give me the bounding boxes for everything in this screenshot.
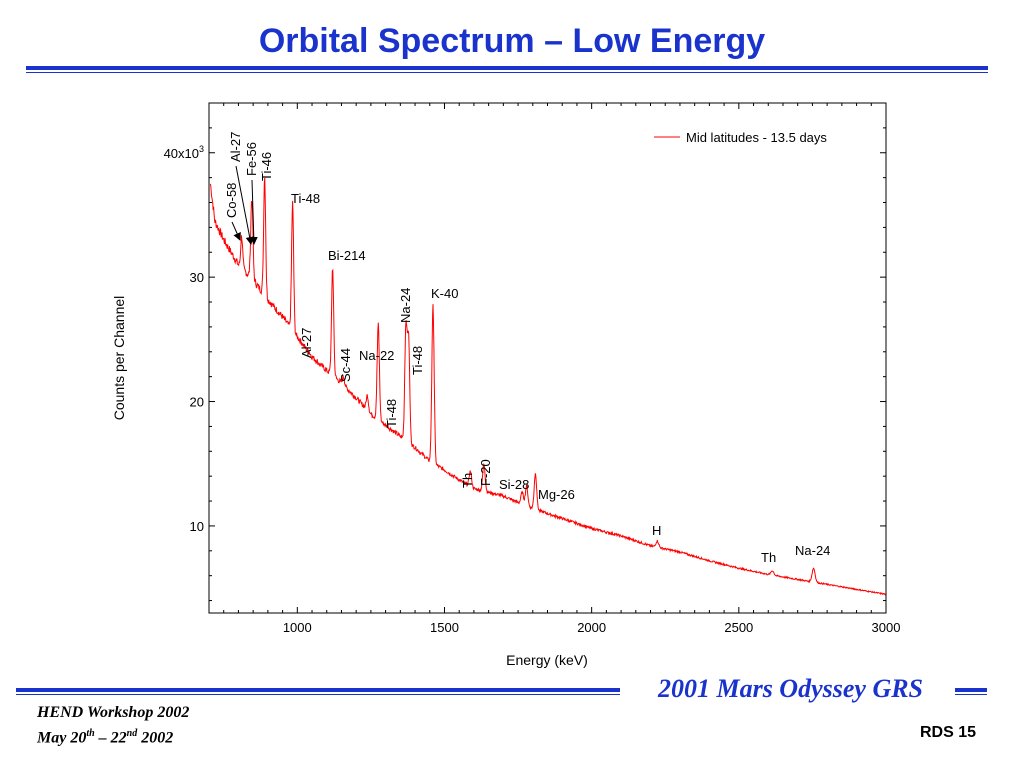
peak-label: Bi-214	[328, 248, 366, 263]
peak-arrow	[235, 165, 254, 245]
title-rule-thin	[26, 72, 988, 73]
peak-label: Ti-48	[384, 399, 399, 428]
peak-arrow	[231, 221, 241, 241]
peak-label: H	[652, 523, 661, 538]
page-label: RDS 15	[919, 724, 976, 741]
peak-label: Na-24	[795, 543, 830, 558]
y-tick-exponent: 3	[199, 144, 204, 154]
footer-workshop-info: HEND Workshop 2002 May 20th – 22nd 2002	[37, 702, 189, 748]
peak-label: K-40	[431, 286, 458, 301]
peak-label: Ti-48	[410, 346, 425, 375]
peak-label: Ti-48	[291, 191, 320, 206]
peak-arrow	[249, 179, 258, 245]
legend-label: Mid latitudes - 13.5 days	[686, 130, 827, 145]
title-rule-thick	[26, 66, 988, 70]
x-tick-label: 2500	[724, 620, 753, 635]
peak-label: Sc-44	[338, 348, 353, 382]
y-tick-label: 10	[190, 519, 204, 534]
peak-label: Na-24	[398, 288, 413, 323]
peak-label: Mg-26	[538, 487, 575, 502]
peak-label: Al-27	[228, 132, 243, 162]
slide-title: Orbital Spectrum – Low Energy	[258, 22, 766, 60]
y-axis-label: Counts per Channel	[111, 296, 127, 421]
peak-label: Co-58	[224, 183, 239, 218]
footer-rule-left-thick	[16, 688, 620, 692]
peak-label: Fe-56	[244, 142, 259, 176]
peak-label: Si-28	[499, 477, 529, 492]
footer-date-sup1: th	[86, 728, 95, 739]
peak-label: Na-22	[359, 348, 394, 363]
peak-label: Al-27	[299, 328, 314, 358]
x-tick-label: 1500	[430, 620, 459, 635]
peak-label: Th	[761, 550, 776, 565]
spectrum-series-line	[210, 177, 887, 596]
footer-title: 2001 Mars Odyssey GRS	[657, 674, 924, 703]
footer-rule-right-thin	[955, 694, 987, 695]
footer-date-suffix: 2002	[137, 729, 174, 747]
footer-rule-right-thick	[955, 688, 987, 692]
peak-label: Th	[460, 473, 475, 488]
x-tick-label: 3000	[872, 620, 901, 635]
y-tick-label: 40x103	[164, 144, 204, 161]
axis-ticks	[209, 103, 887, 613]
peak-label: F-20	[478, 459, 493, 486]
footer-date-prefix: May 20	[37, 729, 87, 747]
footer-date-mid: – 22	[94, 729, 127, 747]
footer-workshop-date: May 20th – 22nd 2002	[37, 723, 189, 748]
axis-tick-labels: 1000 1500 2000 2500 3000 10 20 30 40x103	[164, 144, 901, 635]
x-tick-label: 1000	[283, 620, 312, 635]
footer-rule-left-thin	[16, 694, 620, 695]
x-tick-label: 2000	[577, 620, 606, 635]
y-tick-label: 20	[190, 395, 204, 410]
spectrum-chart: 1000 1500 2000 2500 3000 10 20 30 40x103 Co-58 Al…	[111, 102, 901, 668]
footer-workshop-name: HEND Workshop 2002	[37, 704, 190, 721]
peak-label: Ti-46	[259, 152, 274, 181]
x-axis-label: Energy (keV)	[506, 652, 588, 668]
footer-date-sup2: nd	[126, 728, 138, 739]
legend: Mid latitudes - 13.5 days	[654, 130, 827, 145]
y-tick-label: 30	[190, 270, 204, 285]
